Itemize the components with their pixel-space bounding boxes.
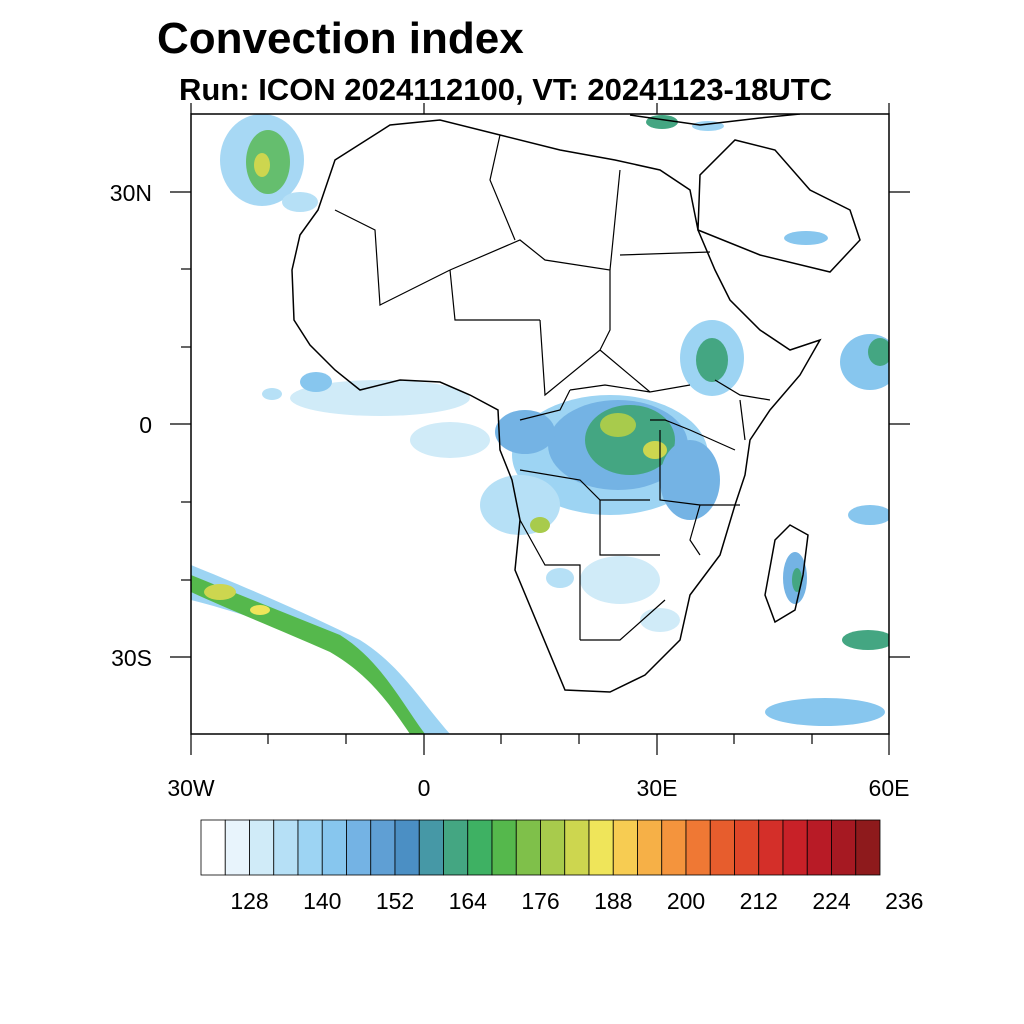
axis-ticks — [170, 103, 910, 755]
colorbar-swatch — [734, 819, 760, 876]
colorbar-swatch — [321, 819, 347, 876]
colorbar-swatch — [661, 819, 687, 876]
colorbar-swatch — [224, 819, 250, 876]
colorbar-label: 176 — [521, 888, 560, 914]
country-borders — [334, 134, 771, 641]
colorbar-label: 200 — [666, 888, 706, 914]
lon-label-30e: 30E — [636, 775, 678, 801]
colorbar-swatch — [443, 819, 469, 876]
colorbar-swatch — [297, 819, 323, 876]
lon-label-30w: 30W — [167, 775, 215, 801]
lon-label-0: 0 — [417, 775, 431, 801]
colorbar-swatch — [831, 819, 857, 876]
colorbar-swatch — [467, 819, 493, 876]
colorbar-swatch — [491, 819, 517, 876]
colorbar-swatch — [588, 819, 614, 876]
colorbar-swatch — [540, 819, 566, 876]
colorbar-swatch — [855, 819, 881, 876]
colorbar-label: 212 — [739, 888, 778, 914]
colorbar-label: 224 — [812, 888, 851, 914]
colorbar-swatch — [515, 819, 541, 876]
chart-subtitle: Run: ICON 2024112100, VT: 20241123-18UTC — [179, 72, 833, 107]
colorbar-label: 128 — [230, 888, 269, 914]
colorbar-swatch — [806, 819, 832, 876]
chart-title: Convection index — [157, 14, 524, 63]
colorbar — [200, 819, 881, 876]
colorbar-label: 152 — [375, 888, 415, 914]
lat-label-30n: 30N — [109, 180, 152, 206]
lat-label-30s: 30S — [111, 645, 152, 671]
colorbar-swatch — [370, 819, 396, 876]
colorbar-label: 188 — [594, 888, 633, 914]
colorbar-swatch — [709, 819, 735, 876]
colorbar-swatch — [273, 819, 299, 876]
colorbar-swatch — [685, 819, 711, 876]
colorbar-swatch — [758, 819, 784, 876]
convection-field — [191, 114, 889, 734]
colorbar-swatch — [782, 819, 808, 876]
colorbar-swatch — [249, 819, 275, 876]
colorbar-label: 236 — [885, 888, 924, 914]
lon-label-60e: 60E — [868, 775, 910, 801]
colorbar-swatch — [612, 819, 638, 876]
colorbar-swatch — [346, 819, 372, 876]
colorbar-swatch — [418, 819, 444, 876]
colorbar-label: 140 — [303, 888, 342, 914]
lat-label-0: 0 — [139, 412, 152, 438]
coastlines — [291, 114, 861, 693]
colorbar-label: 164 — [448, 888, 487, 914]
colorbar-swatch — [637, 819, 663, 876]
colorbar-swatch — [564, 819, 590, 876]
colorbar-swatch — [200, 819, 226, 876]
colorbar-swatch — [394, 819, 420, 876]
